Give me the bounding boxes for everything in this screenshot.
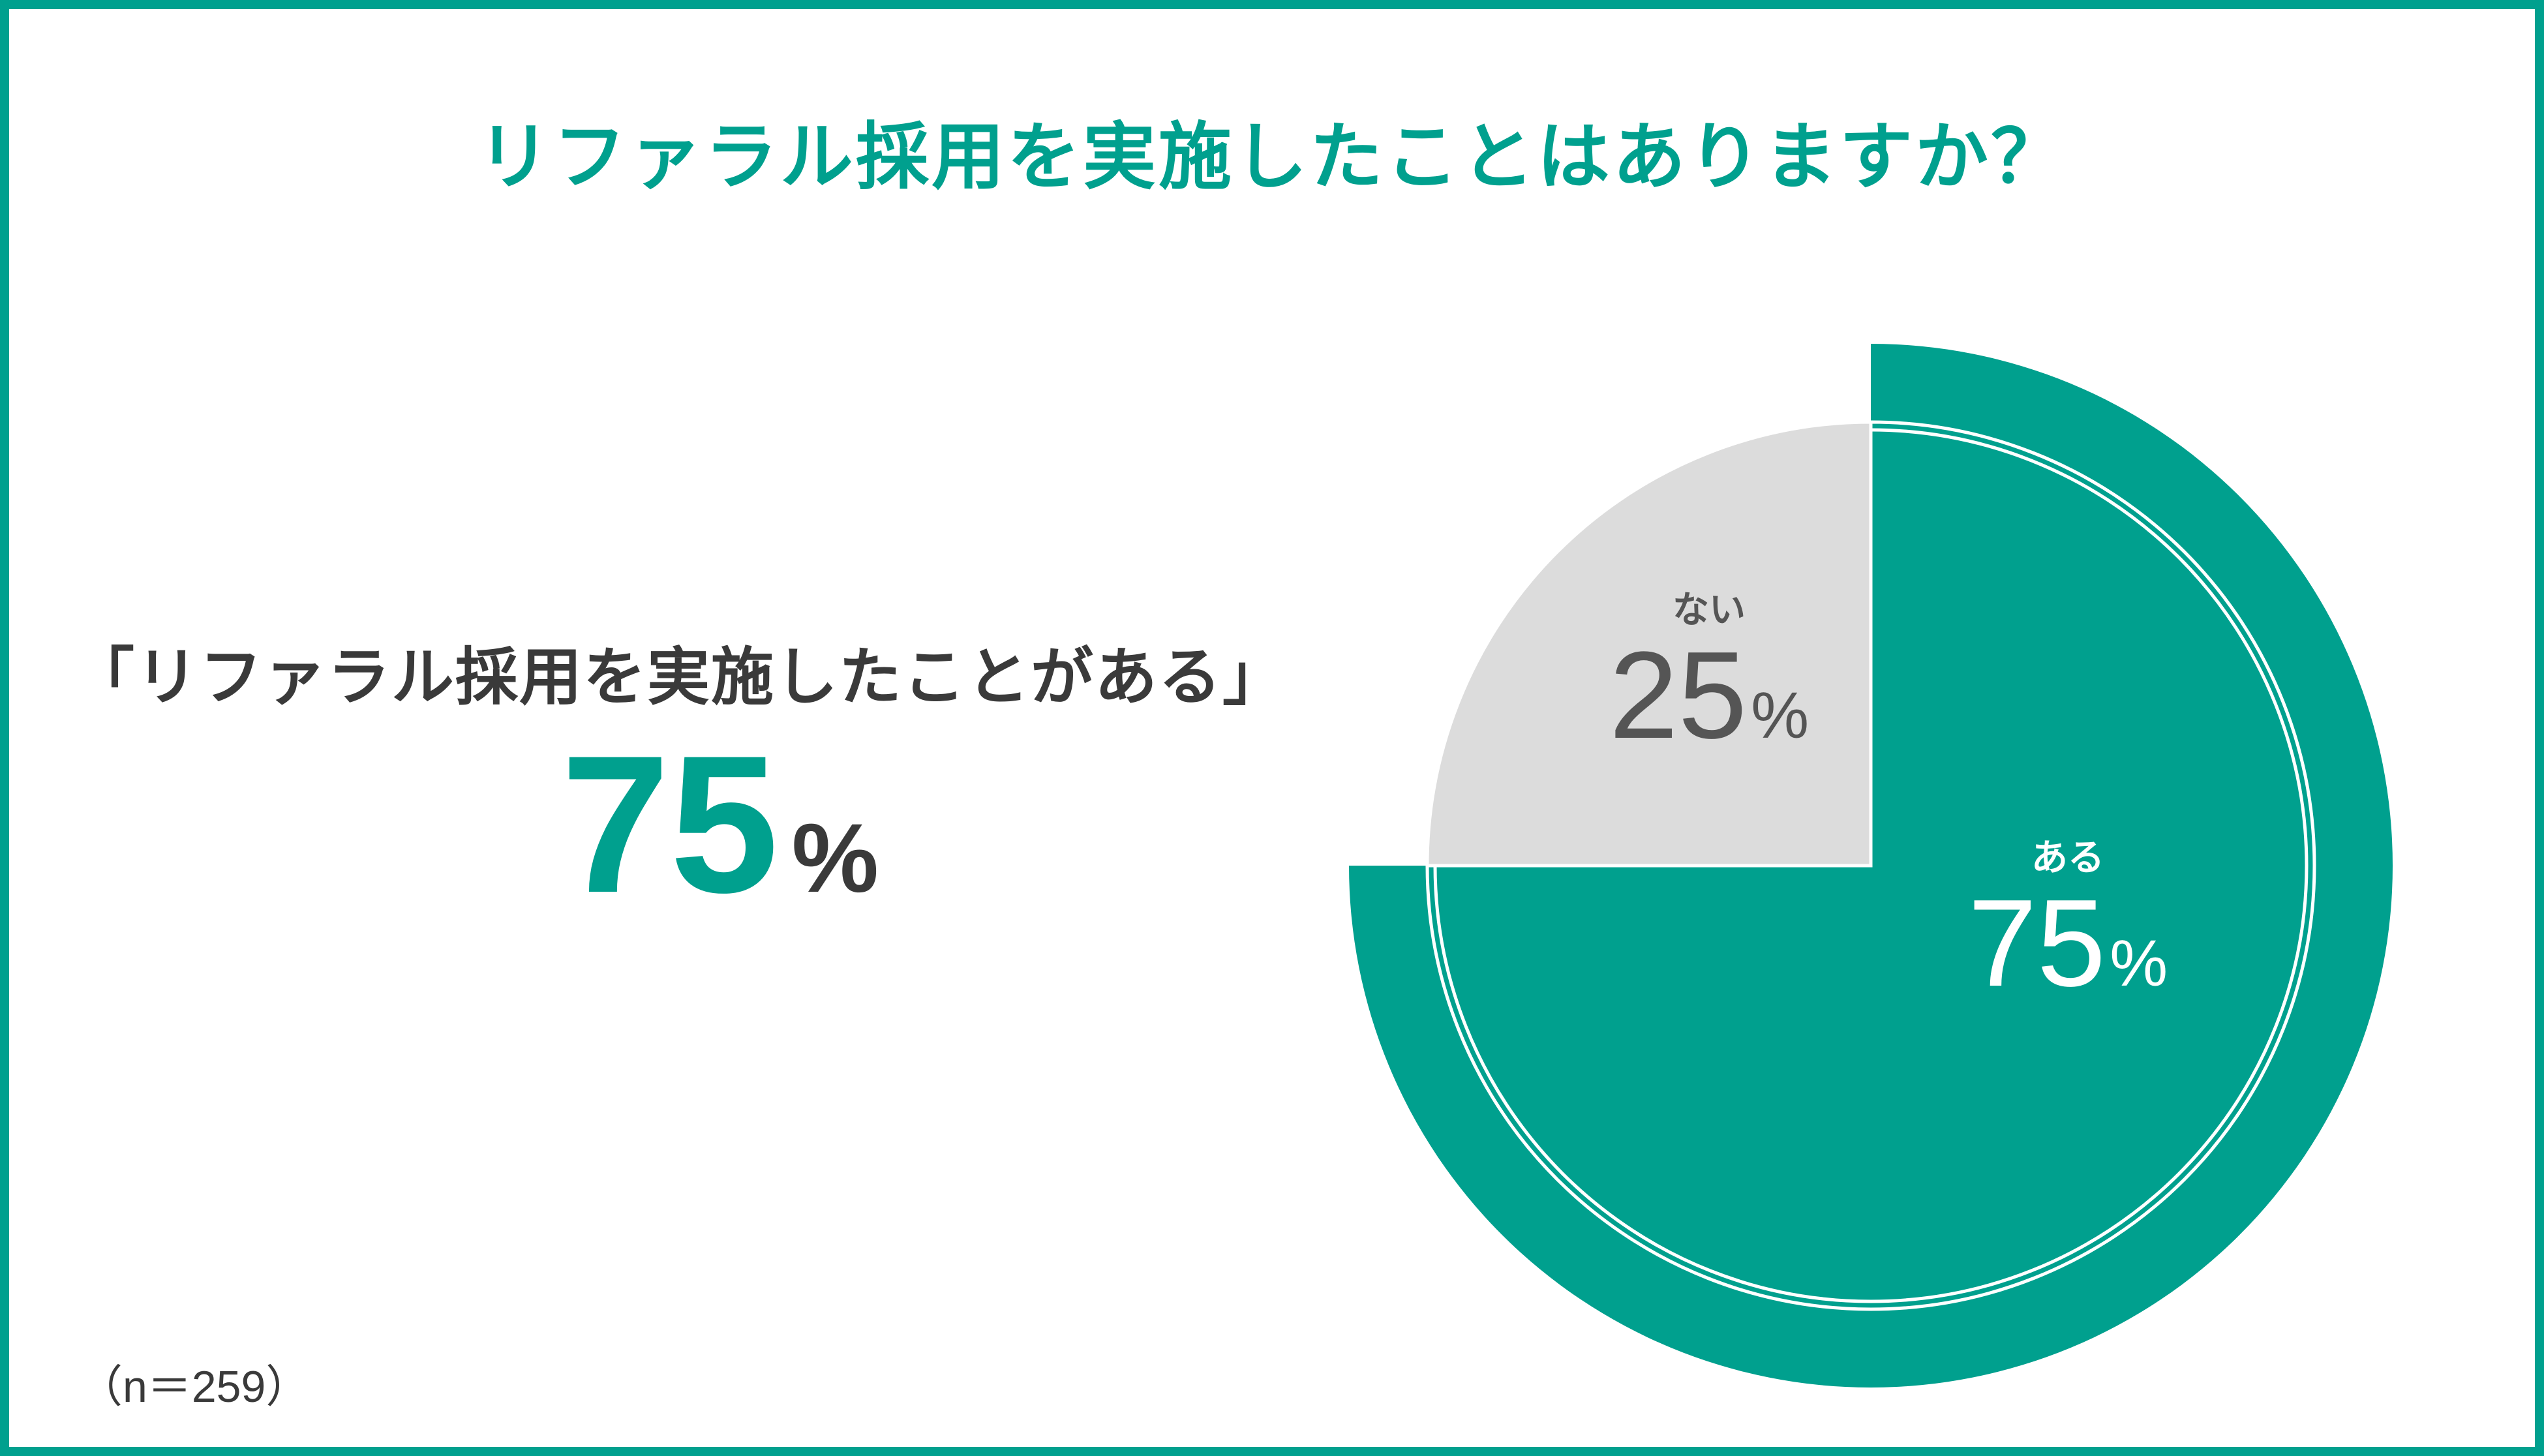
highlight-unit: %	[791, 803, 879, 913]
sample-size-note: （n＝259）	[78, 1362, 310, 1412]
chart-title: リファラル採用を実施したことはありますか？	[477, 115, 2067, 200]
pie-slice-nai	[1425, 420, 1873, 868]
slice-label-nai: ない 25%	[1585, 581, 1833, 757]
slice-number-nai: 25	[1609, 626, 1748, 765]
slice-name-aru: ある	[2031, 837, 2104, 879]
slice-name-nai: ない	[1673, 589, 1746, 631]
slice-unit-aru: %	[2110, 927, 2168, 1000]
slice-unit-nai: %	[1751, 679, 1810, 752]
slice-label-aru: ある 75%	[1931, 828, 2205, 1005]
highlight-value: 75	[561, 714, 779, 933]
headline-text: 「リファラル採用を実施したことがある」	[72, 641, 1286, 714]
slice-value-nai: 25%	[1585, 633, 1833, 757]
highlight-percentage: 75%	[561, 711, 879, 937]
slice-number-aru: 75	[1967, 874, 2106, 1012]
pie-inner-ring	[1433, 428, 2309, 1303]
slice-value-aru: 75%	[1931, 881, 2205, 1005]
pie-slice-aru	[1425, 420, 2316, 1311]
